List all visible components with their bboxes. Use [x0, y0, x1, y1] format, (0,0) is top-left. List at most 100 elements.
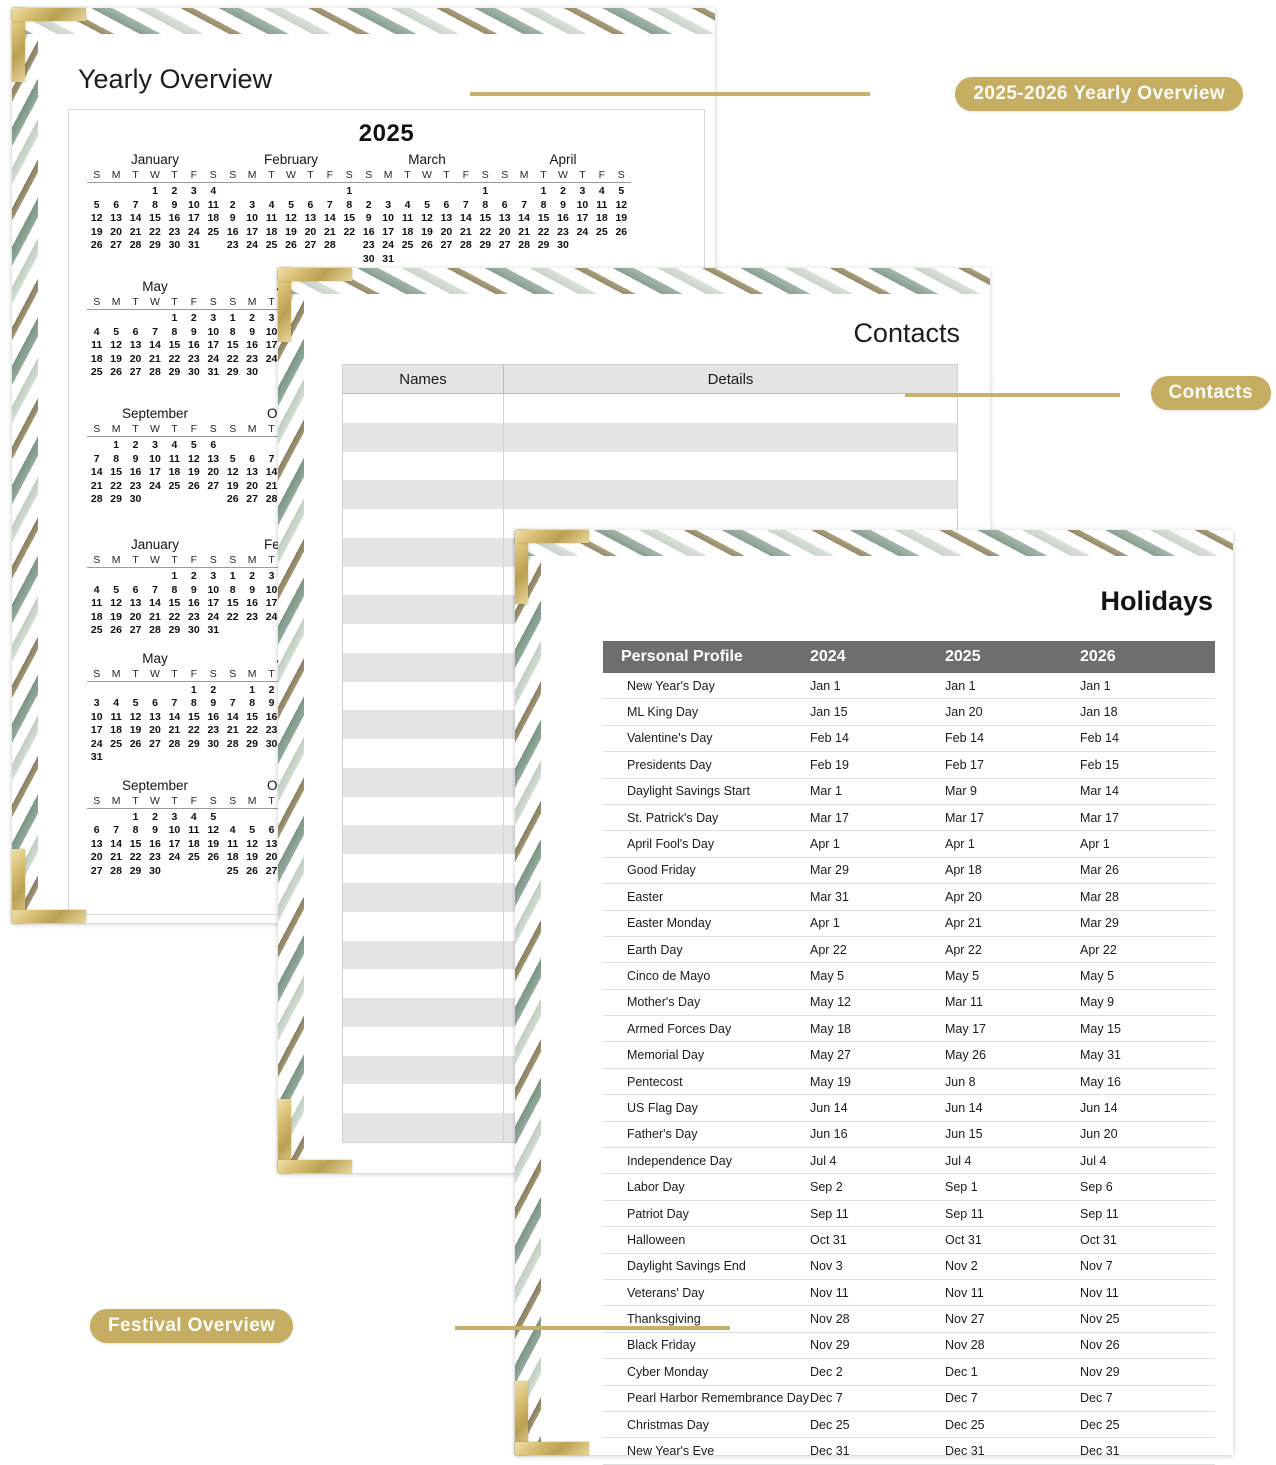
day-cell[interactable]: 15 [168, 597, 181, 609]
day-cell[interactable]: 6 [152, 697, 158, 709]
day-cell[interactable]: 31 [90, 751, 103, 763]
day-cell[interactable]: 13 [304, 212, 317, 224]
day-cell[interactable]: 4 [171, 439, 178, 451]
cell-name[interactable] [343, 739, 504, 768]
day-cell[interactable]: 14 [265, 466, 278, 478]
day-cell[interactable]: 29 [226, 366, 239, 378]
day-cell[interactable]: 21 [226, 724, 239, 736]
cell-name[interactable] [343, 681, 504, 711]
day-cell[interactable]: 15 [479, 212, 492, 224]
day-cell[interactable]: 14 [129, 212, 142, 224]
day-cell[interactable]: 15 [343, 212, 356, 224]
day-cell[interactable]: 6 [307, 198, 314, 211]
day-cell[interactable]: 2 [268, 683, 275, 696]
day-cell[interactable]: 1 [171, 570, 178, 582]
day-cell[interactable]: 21 [149, 352, 161, 365]
day-cell[interactable]: 2 [190, 570, 197, 582]
day-cell[interactable]: 14 [149, 597, 161, 609]
table-row[interactable]: Daylight Savings End Nov 3 Nov 2 Nov 7 [603, 1254, 1215, 1280]
table-row[interactable]: New Year's Eve Dec 31 Dec 31 Dec 31 [603, 1438, 1215, 1465]
day-cell[interactable]: 12 [110, 597, 122, 609]
day-cell[interactable]: 19 [110, 610, 122, 623]
day-cell[interactable]: 11 [402, 212, 414, 224]
day-cell[interactable]: 11 [207, 198, 219, 211]
day-cell[interactable]: 13 [149, 710, 161, 723]
day-cell[interactable]: 25 [188, 851, 200, 863]
day-cell[interactable]: 27 [246, 493, 258, 505]
day-cell[interactable]: 1 [171, 312, 178, 324]
table-row[interactable]: Cyber Monday Dec 2 Dec 1 Nov 29 [603, 1359, 1215, 1386]
table-row[interactable]: Pentecost May 19 Jun 8 May 16 [603, 1069, 1215, 1096]
day-cell[interactable]: 15 [246, 710, 258, 723]
day-cell[interactable]: 1 [190, 683, 197, 696]
day-cell[interactable]: 8 [171, 583, 178, 596]
day-cell[interactable]: 5 [113, 325, 120, 338]
day-cell[interactable]: 11 [91, 339, 103, 351]
day-cell[interactable]: 7 [132, 198, 139, 211]
day-cell[interactable]: 27 [440, 239, 453, 251]
day-cell[interactable]: 22 [168, 352, 181, 365]
day-cell[interactable]: 2 [229, 198, 236, 211]
cell-name[interactable] [343, 767, 504, 797]
day-cell[interactable]: 6 [113, 198, 120, 211]
day-cell[interactable]: 9 [132, 452, 139, 465]
day-cell[interactable]: 12 [246, 837, 258, 850]
day-cell[interactable]: 19 [246, 851, 258, 863]
day-cell[interactable]: 30 [188, 366, 200, 378]
day-cell[interactable]: 3 [210, 312, 217, 324]
day-cell[interactable]: 7 [152, 325, 158, 338]
day-cell[interactable]: 11 [188, 824, 200, 836]
day-cell[interactable]: 23 [362, 239, 375, 251]
day-cell[interactable]: 29 [479, 239, 492, 251]
day-cell[interactable]: 16 [129, 466, 142, 478]
day-cell[interactable]: 16 [265, 710, 278, 723]
day-cell[interactable]: 16 [557, 212, 569, 224]
day-cell[interactable]: 12 [226, 466, 239, 478]
day-cell[interactable]: 18 [90, 352, 103, 365]
day-cell[interactable]: 4 [268, 198, 275, 211]
day-cell[interactable]: 22 [110, 479, 122, 492]
day-cell[interactable]: 14 [110, 837, 122, 850]
day-cell[interactable]: 6 [443, 198, 450, 211]
day-cell[interactable]: 12 [421, 212, 433, 224]
table-row[interactable]: Labor Day Sep 2 Sep 1 Sep 6 [603, 1174, 1215, 1201]
day-cell[interactable]: 4 [210, 185, 217, 197]
day-cell[interactable]: 5 [190, 439, 197, 451]
day-cell[interactable]: 30 [168, 239, 181, 251]
day-cell[interactable]: 1 [249, 683, 256, 696]
day-cell[interactable]: 31 [382, 252, 394, 265]
day-cell[interactable]: 7 [326, 198, 333, 211]
day-cell[interactable]: 30 [188, 624, 200, 636]
table-row[interactable] [343, 480, 957, 510]
day-cell[interactable]: 27 [129, 624, 142, 636]
day-cell[interactable]: 6 [210, 439, 217, 451]
day-cell[interactable]: 11 [596, 198, 608, 211]
day-cell[interactable]: 7 [229, 697, 236, 709]
day-cell[interactable]: 3 [190, 185, 197, 197]
day-cell[interactable]: 21 [265, 479, 278, 492]
day-cell[interactable]: 10 [265, 583, 278, 596]
day-cell[interactable]: 13 [246, 466, 258, 478]
day-cell[interactable]: 20 [207, 466, 220, 478]
day-cell[interactable]: 29 [149, 239, 161, 251]
table-row[interactable]: Earth Day Apr 22 Apr 22 Apr 22 [603, 937, 1215, 964]
day-cell[interactable]: 12 [207, 824, 220, 836]
day-cell[interactable]: 8 [229, 583, 236, 596]
day-cell[interactable]: 6 [501, 198, 508, 211]
day-cell[interactable]: 23 [188, 352, 200, 365]
cell-details[interactable] [504, 394, 957, 423]
day-cell[interactable]: 20 [440, 225, 453, 238]
day-cell[interactable]: 20 [304, 225, 317, 238]
day-cell[interactable]: 13 [265, 837, 278, 850]
table-row[interactable] [343, 1026, 957, 1056]
day-cell[interactable]: 14 [90, 466, 103, 478]
day-cell[interactable]: 21 [90, 479, 103, 492]
day-cell[interactable]: 13 [207, 452, 220, 465]
cell-name[interactable] [343, 854, 504, 884]
day-cell[interactable]: 12 [285, 212, 297, 224]
day-cell[interactable]: 23 [557, 225, 569, 238]
day-cell[interactable]: 11 [91, 597, 103, 609]
table-row[interactable] [343, 969, 957, 999]
day-cell[interactable]: 20 [129, 610, 142, 623]
day-cell[interactable]: 20 [129, 352, 142, 365]
